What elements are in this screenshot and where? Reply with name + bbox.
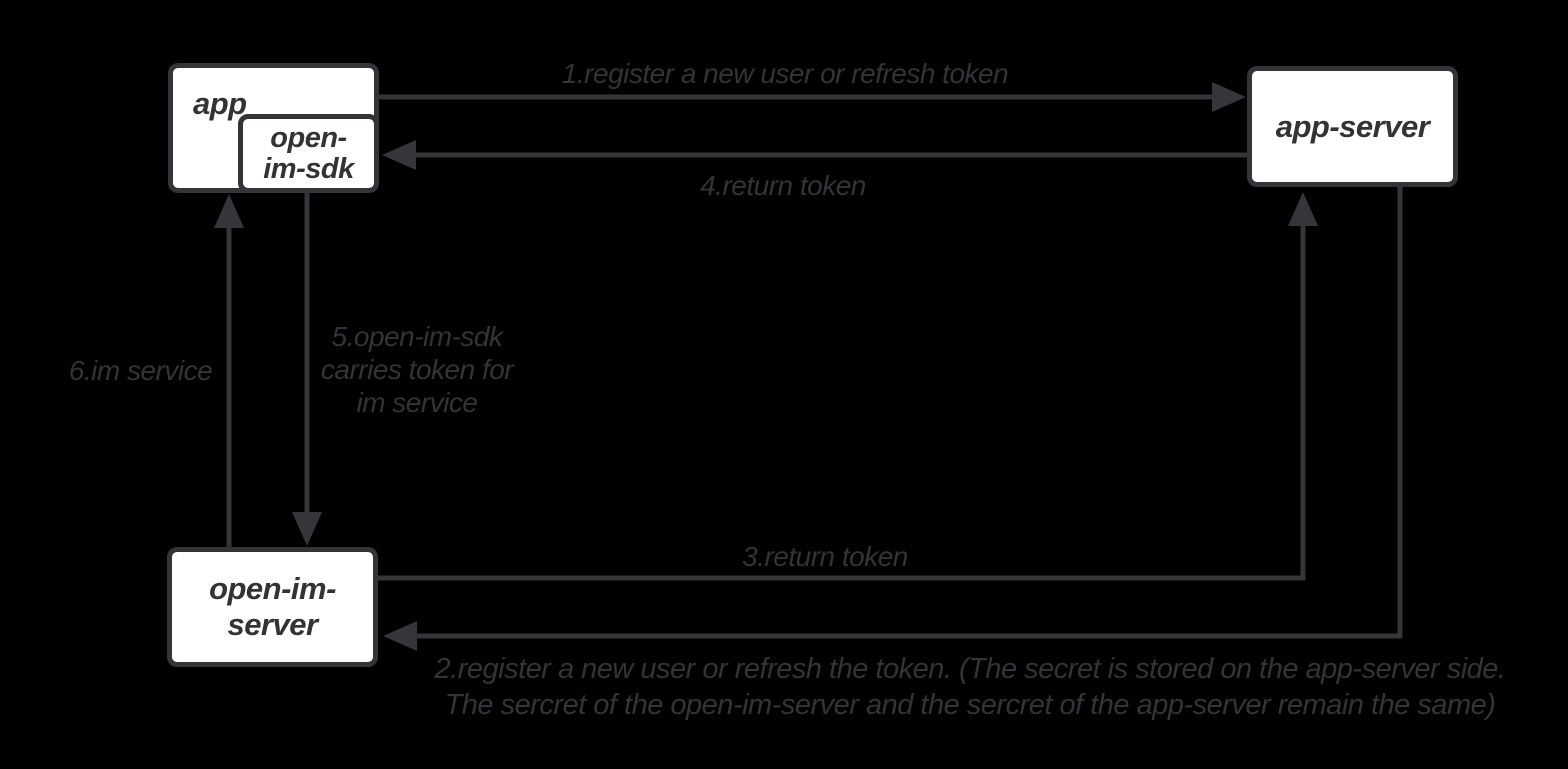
node-open-im-server-label: open-im- server xyxy=(209,571,336,642)
edge-label-return-token-4: 4.return token xyxy=(700,170,866,201)
edge-return-token-4-arrow xyxy=(382,140,1247,170)
edge-label-register-secret: 2.register a new user or refresh the tok… xyxy=(434,653,1506,721)
edge-return-token-3-arrow xyxy=(378,192,1318,581)
edge-label-im-service: 6.im service xyxy=(68,355,213,386)
node-app-server: app-server xyxy=(1247,66,1458,187)
edge-carries-token-arrow xyxy=(292,193,322,546)
node-app-server-label: app-server xyxy=(1275,108,1430,144)
node-open-im-sdk: open- im-sdk xyxy=(238,114,379,193)
edge-label-return-token-3: 3.return token xyxy=(742,541,908,572)
edge-label-register-new-user: 1.register a new user or refresh token xyxy=(561,58,1009,89)
edge-register-secret-arrow xyxy=(383,187,1403,651)
node-open-im-sdk-label: open- im-sdk xyxy=(263,121,354,185)
edge-register-arrow xyxy=(378,82,1246,112)
node-open-im-server: open-im- server xyxy=(167,547,378,667)
edge-label-carries-token: 5.open-im-sdk carries token for im servi… xyxy=(320,321,514,418)
edge-im-service-arrow xyxy=(214,194,244,547)
node-app-label: app xyxy=(193,86,247,121)
